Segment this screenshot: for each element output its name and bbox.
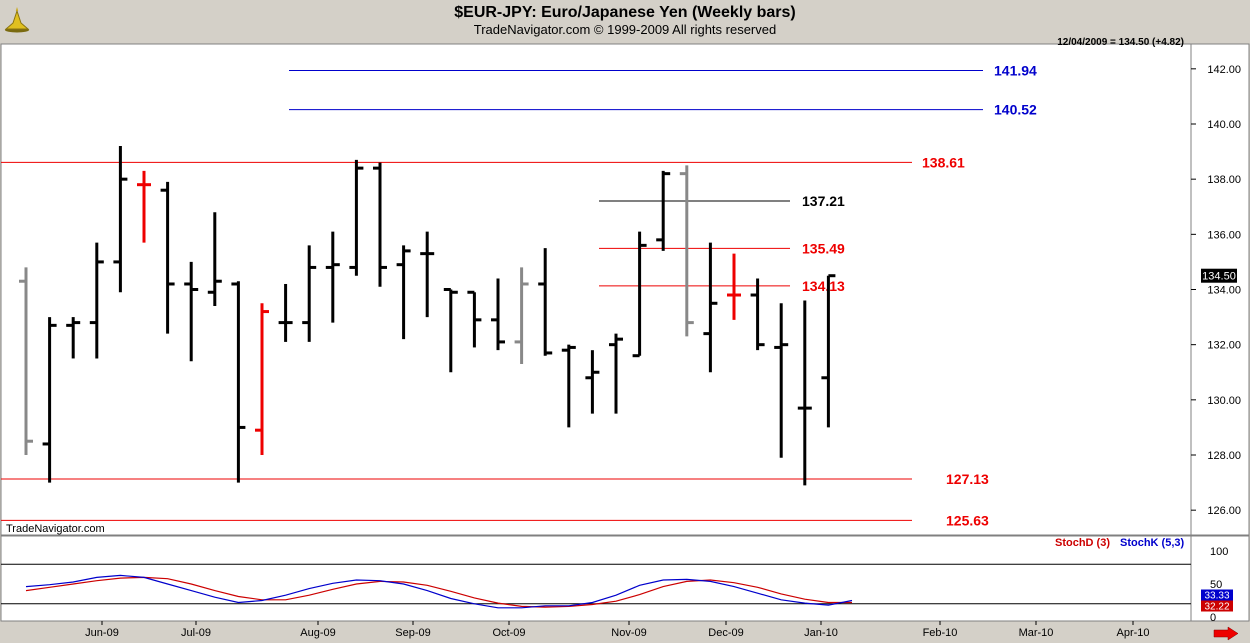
- stochk-line: [25, 574, 853, 609]
- x-tick-label: Sep-09: [395, 627, 430, 639]
- ohlc-bar: [137, 170, 151, 243]
- y-tick-label: 134.00: [1207, 285, 1241, 297]
- ohlc-bar: [349, 159, 364, 276]
- ohlc-bar: [609, 333, 623, 414]
- x-tick-label: Jul-09: [181, 627, 211, 639]
- ohlc-bar: [821, 274, 836, 428]
- ohlc-bar: [538, 248, 553, 356]
- ohlc-bar: [278, 283, 293, 342]
- stochk-label: StochK (5,3): [1120, 537, 1185, 549]
- x-tick-label: Apr-10: [1116, 627, 1149, 639]
- level-label: 125.63: [946, 512, 989, 528]
- y-tick-label: 130.00: [1207, 395, 1241, 407]
- level-label: 137.21: [802, 193, 845, 209]
- ohlc-bar: [443, 288, 458, 373]
- ohlc-bar: [184, 261, 199, 362]
- scroll-right-arrow-icon[interactable]: [1212, 626, 1239, 641]
- y-tick-label: 138.00: [1207, 174, 1241, 186]
- x-tick-label: Feb-10: [923, 627, 958, 639]
- y-tick-label: 140.00: [1207, 119, 1241, 131]
- price-readout: 12/04/2009 = 134.50 (+4.82): [1057, 37, 1184, 48]
- ohlc-bar: [467, 290, 482, 348]
- ohlc-bar: [42, 317, 57, 483]
- y-tick-label: 136.00: [1207, 229, 1241, 241]
- x-tick-label: Jun-09: [85, 627, 119, 639]
- ohlc-bar: [255, 303, 269, 456]
- last-price-label: 134.50: [1202, 271, 1236, 283]
- ohlc-bar: [750, 278, 765, 351]
- ohlc-bar: [420, 231, 435, 318]
- x-tick-label: Oct-09: [492, 627, 525, 639]
- ohlc-bar: [679, 165, 694, 337]
- ohlc-bar: [561, 344, 576, 428]
- ohlc-bar: [703, 242, 718, 373]
- ohlc-bar: [160, 181, 175, 334]
- level-label: 135.49: [802, 240, 845, 256]
- stochd-value-marker: [1201, 600, 1233, 612]
- ohlc-bar: [514, 267, 529, 364]
- stoch-tick-label: 50: [1210, 579, 1222, 591]
- y-tick-label: 126.00: [1207, 505, 1241, 517]
- ohlc-bar: [207, 212, 222, 307]
- main-plot-panel: [0, 43, 1192, 536]
- logo-icon: [4, 7, 30, 33]
- x-tick-label: Dec-09: [708, 627, 743, 639]
- ohlc-bar: [66, 317, 81, 359]
- ohlc-bar: [325, 231, 340, 323]
- x-tick-label: Mar-10: [1019, 627, 1054, 639]
- price-axis-panel: [1190, 43, 1250, 536]
- stochd-label: StochD (3): [1055, 537, 1110, 549]
- indicator-plot-panel: [0, 535, 1192, 622]
- ohlc-bar: [585, 350, 600, 414]
- x-tick-label: Nov-09: [611, 627, 646, 639]
- x-tick-label: Jan-10: [804, 627, 838, 639]
- stochd-value-label: 32.22: [1204, 602, 1229, 613]
- ohlc-bar: [656, 170, 671, 251]
- ohlc-bar: [302, 245, 317, 342]
- y-tick-label: 128.00: [1207, 450, 1241, 462]
- stoch-tick-label: 0: [1210, 612, 1216, 624]
- copyright-text: TradeNavigator.com © 1999-2009 All right…: [473, 22, 777, 37]
- level-label: 127.13: [946, 471, 989, 487]
- stoch-tick-label: 100: [1210, 546, 1228, 558]
- ohlc-bar: [89, 242, 104, 359]
- level-label: 134.13: [802, 278, 845, 294]
- stochk-value-label: 33.33: [1204, 591, 1229, 602]
- ohlc-bar: [632, 231, 647, 358]
- x-tick-label: Aug-09: [300, 627, 335, 639]
- y-tick-label: 142.00: [1207, 64, 1241, 76]
- chart-title: $EUR-JPY: Euro/Japanese Yen (Weekly bars…: [454, 4, 796, 21]
- level-label: 140.52: [994, 102, 1037, 118]
- ohlc-bar: [774, 303, 789, 458]
- stochd-line: [25, 576, 852, 608]
- stochk-value-marker: [1201, 589, 1233, 601]
- ohlc-bar: [19, 267, 33, 456]
- ohlc-bar: [491, 278, 505, 351]
- watermark-text: TradeNavigator.com: [6, 523, 105, 535]
- level-label: 138.61: [922, 154, 965, 170]
- y-tick-label: 132.00: [1207, 340, 1241, 352]
- ohlc-bar: [373, 162, 387, 287]
- ohlc-bar: [396, 245, 411, 340]
- level-label: 141.94: [994, 62, 1037, 78]
- ohlc-bar: [231, 281, 246, 483]
- last-price-marker: [1201, 268, 1237, 283]
- ohlc-bar: [727, 253, 741, 320]
- ohlc-bar: [797, 300, 812, 486]
- ohlc-bar: [113, 146, 128, 293]
